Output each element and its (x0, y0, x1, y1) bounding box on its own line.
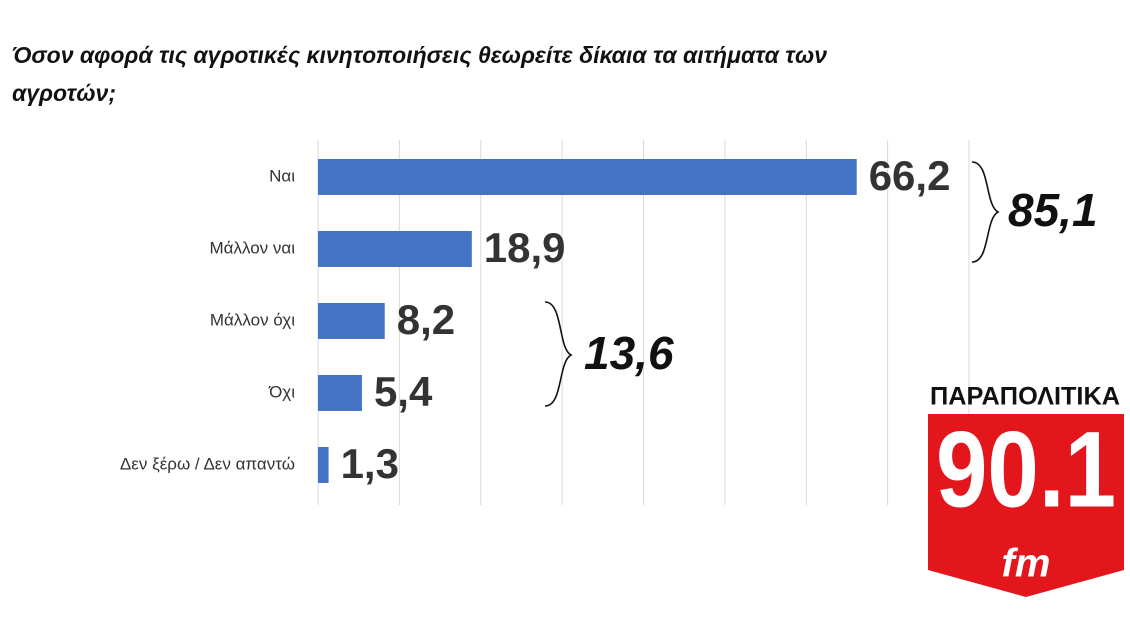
chart-title: Όσον αφορά τις αγροτικές κινητοποιήσεις … (12, 42, 827, 106)
bar (318, 447, 329, 483)
category-label: Ναι (269, 166, 295, 185)
logo-frequency: 90.1 (936, 409, 1116, 530)
value-label: 8,2 (397, 296, 455, 343)
value-label: 66,2 (869, 152, 951, 199)
category-label: Δεν ξέρω / Δεν απαντώ (120, 454, 295, 473)
category-label: Όχι (268, 382, 295, 401)
bar (318, 375, 362, 411)
title-line: Όσον αφορά τις αγροτικές κινητοποιήσεις … (12, 42, 827, 68)
title-line: αγροτών; (12, 80, 116, 106)
logo-badge (928, 414, 1124, 597)
group-total: 85,1 (1008, 184, 1098, 236)
bar (318, 303, 385, 339)
category-label: Μάλλον όχι (210, 310, 295, 329)
logo: ΠΑΡΑΠΟΛΙΤΙΚΑ 90.1 fm (928, 383, 1124, 597)
category-label: Μάλλον ναι (209, 238, 295, 257)
group-brace (971, 161, 1000, 263)
bar (318, 231, 472, 267)
value-label: 18,9 (484, 224, 566, 271)
group-total: 13,6 (584, 327, 674, 379)
value-label: 5,4 (374, 368, 433, 415)
group-brace (544, 301, 573, 407)
logo-brand: ΠΑΡΑΠΟΛΙΤΙΚΑ (930, 383, 1120, 411)
bar (318, 159, 857, 195)
logo-band: fm (1002, 542, 1051, 586)
value-label: 1,3 (341, 440, 399, 487)
